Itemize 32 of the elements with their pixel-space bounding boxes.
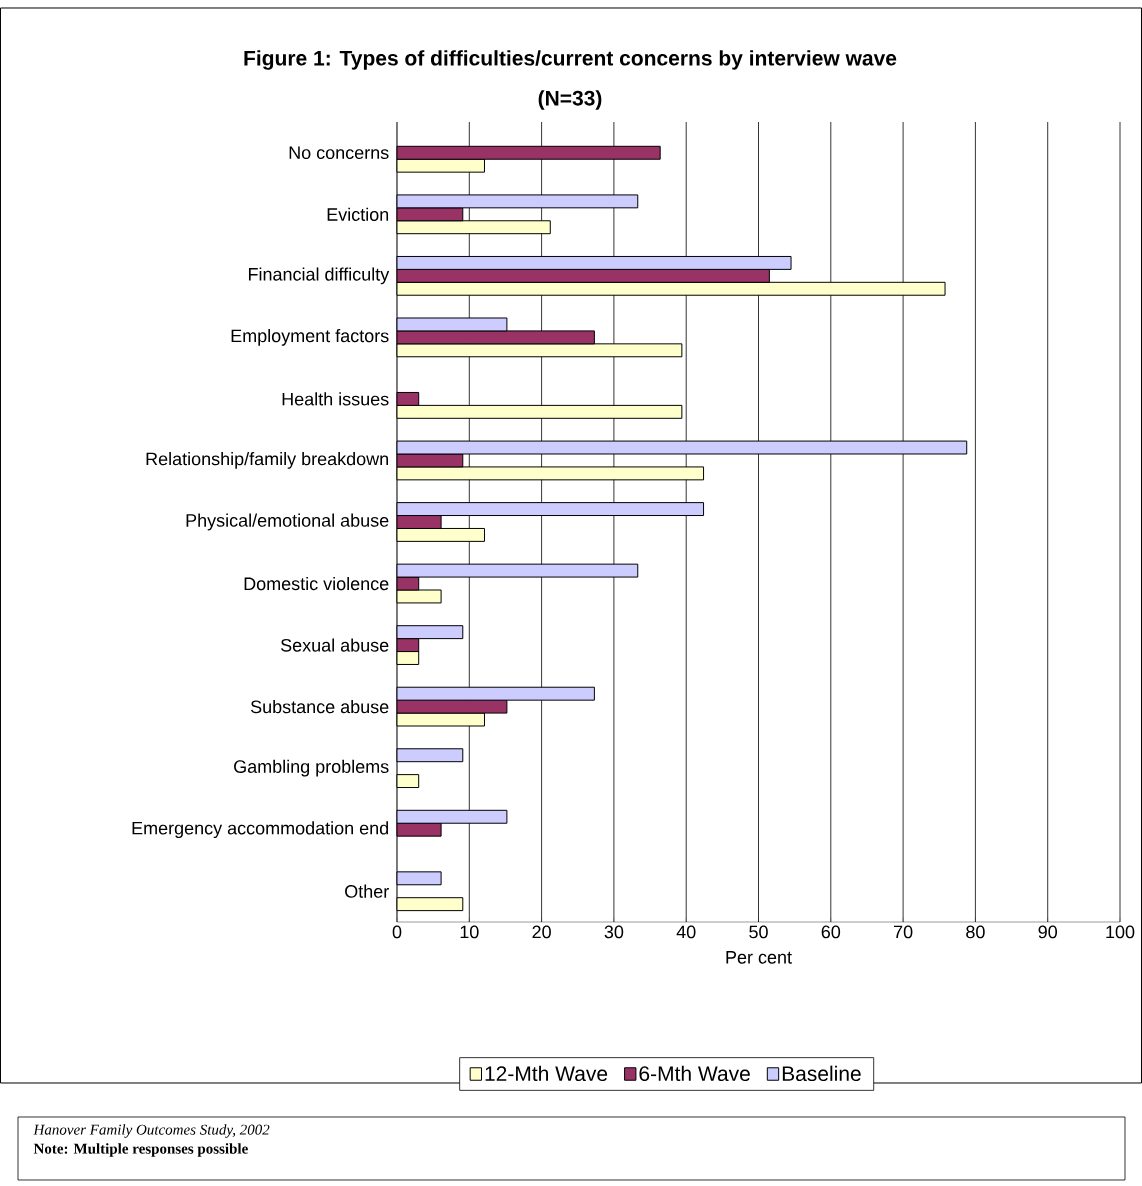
y-tick-label: No concerns [289, 146, 389, 160]
y-tick-label: Employment factors [231, 328, 389, 346]
legend-label: 6-Mth Wave [639, 1065, 750, 1082]
y-tick-label: Domestic violence [244, 576, 389, 591]
y-tick-label: Gambling problems [234, 759, 389, 777]
x-axis-title: Per cent [726, 951, 792, 964]
y-tick-label: Emergency accommodation end [132, 821, 389, 839]
x-tick-label: 0 [392, 925, 402, 939]
legend-label: Baseline [782, 1065, 861, 1082]
x-tick-label: 40 [676, 925, 696, 939]
y-tick-label: Eviction [327, 207, 389, 221]
y-tick-label: Relationship/family breakdown [146, 452, 388, 469]
x-tick-label: 60 [821, 925, 841, 939]
x-tick-label: 20 [532, 925, 551, 939]
y-tick-label: Health issues [282, 392, 389, 406]
x-tick-label: 10 [460, 925, 479, 939]
chart-title: Figure 1: Types of difficulties/current concerns by interview wave [244, 50, 897, 70]
x-tick-label: 70 [894, 925, 913, 939]
x-tick-label: 30 [604, 925, 624, 939]
x-tick-label: 50 [749, 925, 768, 939]
x-tick-label: 80 [966, 925, 985, 939]
x-tick-label: 90 [1038, 925, 1058, 939]
y-tick-label: Substance abuse [250, 700, 389, 714]
chart-subtitle: (N=33) [538, 90, 602, 110]
y-tick-label: Sexual abuse [280, 638, 389, 652]
legend-label: 12-Mth Wave [485, 1065, 608, 1082]
y-tick-label: Financial difficulty [248, 267, 390, 285]
text: Hanover Family Outcomes Study, 2002 [33, 1124, 270, 1138]
y-tick-label: Physical/emotional abuse [186, 513, 389, 531]
y-tick-label: Other [345, 884, 389, 898]
x-tick-label: 100 [1106, 925, 1135, 939]
text: Note: Multiple responses possible [33, 1143, 248, 1157]
